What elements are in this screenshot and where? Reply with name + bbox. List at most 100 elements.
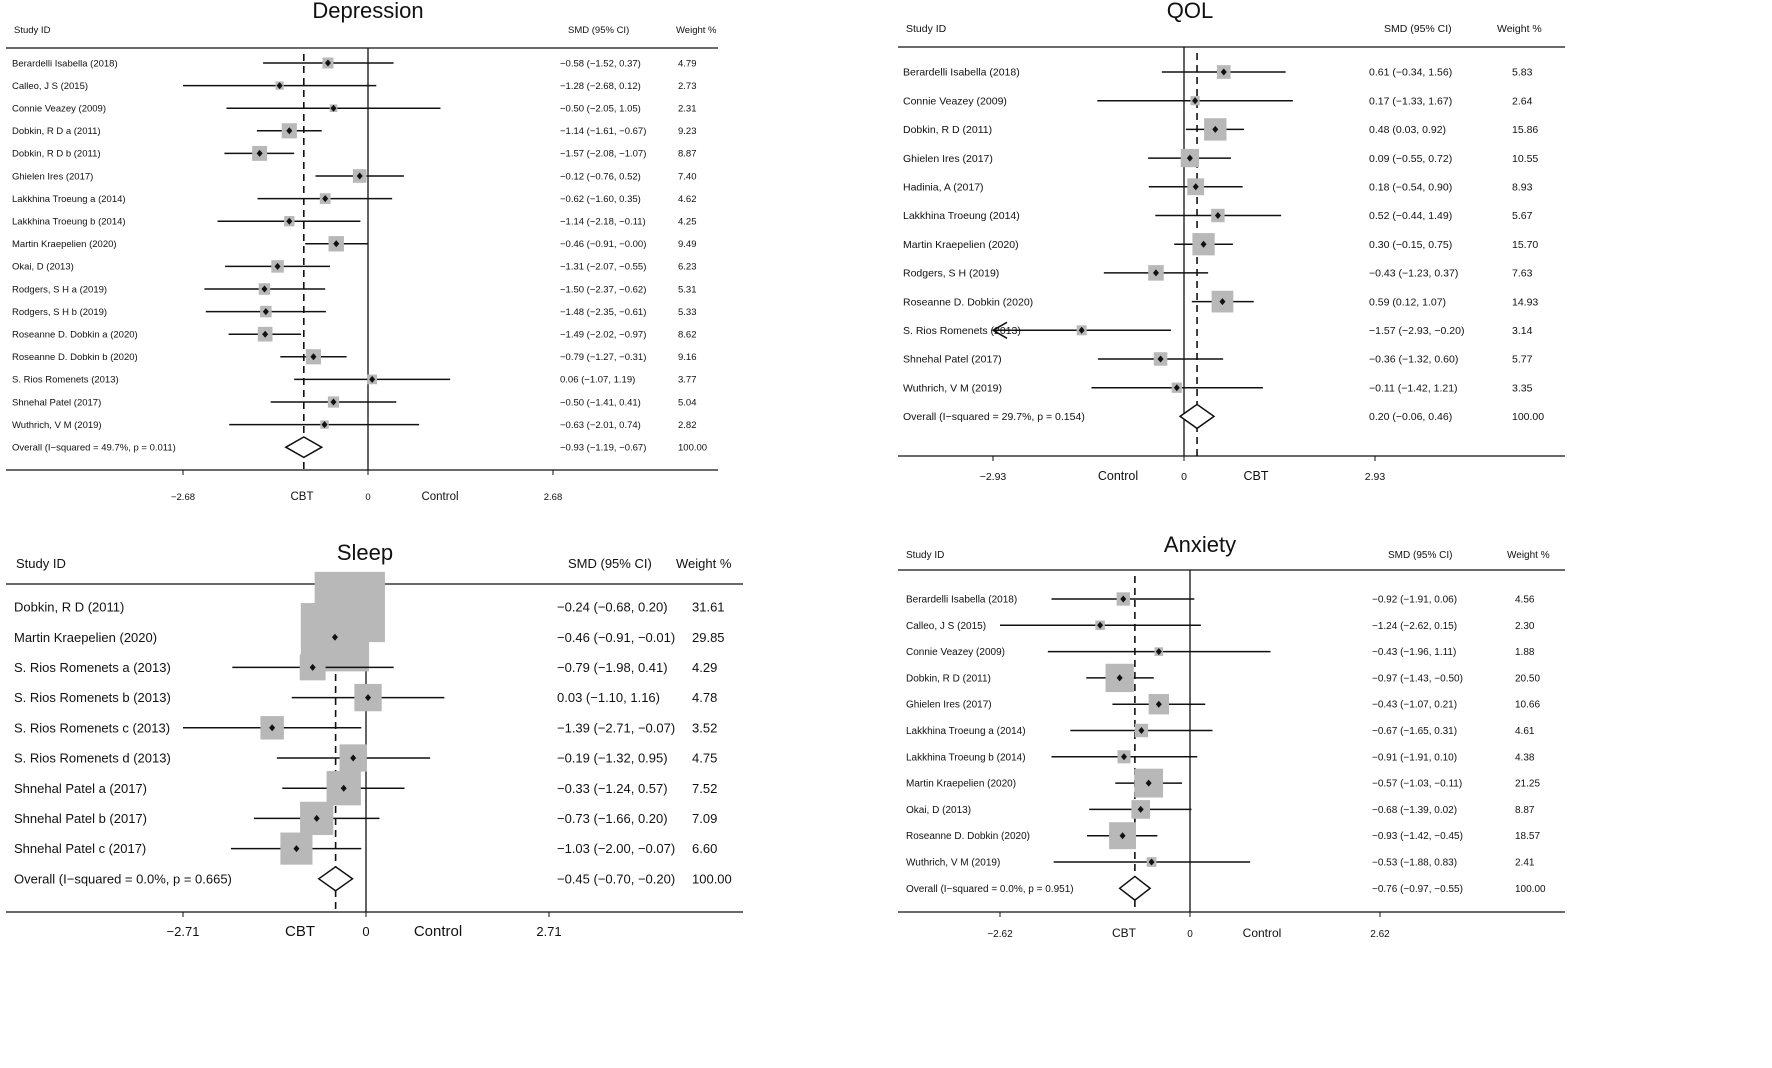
overall-smd-ci: −0.93 (−1.19, −0.67) [560, 443, 646, 454]
point-estimate-marker [1119, 832, 1126, 840]
study-name: Lakkhina Troeung b (2014) [12, 217, 126, 228]
axis-tick-label: 2.62 [1370, 929, 1390, 940]
study-smd-ci: −1.14 (−2.18, −0.11) [560, 217, 646, 228]
study-name: Roseanne D. Dobkin a (2020) [12, 330, 138, 341]
study-weight: 2.41 [1515, 858, 1535, 869]
study-weight: 4.38 [1515, 752, 1535, 763]
study-weight: 29.85 [692, 630, 725, 645]
point-estimate-marker [340, 784, 347, 792]
point-estimate-marker [1148, 858, 1155, 866]
point-estimate-marker [1219, 298, 1226, 306]
point-estimate-marker [262, 308, 269, 316]
study-weight: 2.31 [678, 104, 697, 115]
overall-label: Overall (I−squared = 29.7%, p = 0.154) [903, 411, 1085, 423]
plot-title: Depression [312, 0, 423, 23]
study-name: Wuthrich, V M (2019) [903, 382, 1002, 394]
overall-label: Overall (I−squared = 0.0%, p = 0.951) [906, 884, 1074, 895]
axis-right-label: CBT [1244, 469, 1269, 483]
point-estimate-marker [1097, 621, 1104, 629]
study-name: Shnehal Patel (2017) [12, 397, 101, 408]
axis-tick-label: 2.71 [536, 924, 561, 939]
study-name: Connie Veazey (2009) [12, 104, 106, 115]
axis-tick-label: −2.71 [167, 924, 200, 939]
study-weight: 2.82 [678, 420, 697, 431]
axis-tick-label: 0 [362, 924, 369, 939]
study-name: Berardelli Isabella (2018) [906, 595, 1017, 606]
point-estimate-marker [274, 262, 281, 270]
axis-tick-label: 2.93 [1365, 471, 1386, 483]
study-weight: 10.55 [1512, 153, 1538, 165]
header-smd-ci: SMD (95% CI) [568, 25, 629, 36]
point-estimate-marker [321, 421, 328, 429]
study-weight: 14.93 [1512, 296, 1538, 308]
point-estimate-marker [1200, 240, 1207, 248]
point-estimate-marker [1155, 648, 1162, 656]
point-estimate-marker [309, 663, 316, 671]
study-smd-ci: −0.50 (−1.41, 0.41) [560, 397, 641, 408]
study-name: Connie Veazey (2009) [903, 95, 1007, 107]
header-study-id: Study ID [906, 550, 944, 561]
point-estimate-marker [350, 754, 357, 762]
study-weight: 4.29 [692, 660, 717, 675]
study-weight: 8.87 [678, 149, 697, 160]
point-estimate-marker [1192, 183, 1199, 191]
study-name: S. Rios Romenets (2013) [12, 375, 119, 386]
study-smd-ci: −0.79 (−1.27, −0.31) [560, 352, 646, 363]
point-estimate-marker [1214, 212, 1221, 219]
study-weight: 5.33 [678, 307, 697, 318]
study-weight: 4.56 [1515, 595, 1535, 606]
header-weight: Weight % [676, 25, 717, 36]
study-name: Calleo, J S (2015) [906, 621, 986, 632]
overall-diamond [1118, 875, 1152, 902]
study-smd-ci: −1.28 (−2.68, 0.12) [560, 81, 641, 92]
axis-right-label: Control [421, 491, 458, 503]
study-smd-ci: −0.11 (−1.42, 1.21) [1369, 382, 1458, 394]
point-estimate-marker [1121, 753, 1128, 761]
study-weight: 3.14 [1512, 325, 1533, 337]
study-name: Dobkin, R D (2011) [906, 673, 991, 684]
plot-title: Sleep [337, 540, 393, 565]
study-name: Shnehal Patel a (2017) [14, 781, 147, 796]
study-smd-ci: −0.91 (−1.91, 0.10) [1372, 752, 1457, 763]
point-estimate-marker [324, 59, 331, 67]
study-weight: 5.83 [1512, 67, 1533, 79]
study-weight: 7.09 [692, 811, 717, 826]
study-weight: 6.60 [692, 841, 717, 856]
point-estimate-marker [286, 127, 293, 135]
study-weight: 18.57 [1515, 831, 1540, 842]
point-estimate-marker [310, 353, 317, 361]
study-weight: 5.67 [1512, 210, 1533, 222]
study-smd-ci: −0.57 (−1.03, −0.11) [1372, 779, 1462, 790]
point-estimate-marker [1120, 595, 1127, 603]
point-estimate-marker [286, 217, 293, 225]
axis-left-label: CBT [1112, 926, 1137, 940]
study-smd-ci: −0.67 (−1.65, 0.31) [1372, 726, 1457, 737]
study-weight: 7.40 [678, 171, 697, 182]
point-estimate-marker [1192, 97, 1199, 105]
axis-right-label: Control [414, 923, 462, 940]
anxiety-forest-plot: Anxiety Study ID SMD (95% CI) Weight % Berar… [890, 532, 1772, 1068]
point-estimate-marker [330, 104, 337, 112]
axis-tick-label: −2.93 [980, 471, 1007, 483]
overall-diamond [1178, 403, 1216, 430]
study-weight: 4.75 [692, 751, 717, 766]
point-estimate-marker [1145, 779, 1152, 787]
study-smd-ci: −0.62 (−1.60, 0.35) [560, 194, 641, 205]
study-smd-ci: 0.09 (−0.55, 0.72) [1369, 153, 1452, 165]
study-smd-ci: −0.79 (−1.98, 0.41) [557, 660, 668, 675]
study-weight: 7.63 [1512, 268, 1533, 280]
study-weight: 4.62 [678, 194, 697, 205]
study-weight: 1.88 [1515, 647, 1535, 658]
study-smd-ci: −0.97 (−1.43, −0.50) [1372, 673, 1463, 684]
study-weight: 5.77 [1512, 354, 1533, 366]
study-smd-ci: −0.46 (−0.91, −0.00) [560, 239, 646, 250]
point-estimate-marker [1152, 269, 1159, 277]
depression-forest-plot: Depression Study ID SMD (95% CI) Weight % Be… [0, 0, 880, 535]
study-smd-ci: 0.18 (−0.54, 0.90) [1369, 181, 1452, 193]
study-smd-ci: −1.14 (−1.61, −0.67) [560, 126, 646, 137]
anxiety-plot-svg: Anxiety Study ID SMD (95% CI) Weight % Berar… [898, 532, 1565, 940]
study-smd-ci: −0.58 (−1.52, 0.37) [560, 58, 641, 69]
axis-tick-label: −2.62 [987, 929, 1013, 940]
point-estimate-marker [1220, 68, 1227, 76]
study-weight: 7.52 [692, 781, 717, 796]
